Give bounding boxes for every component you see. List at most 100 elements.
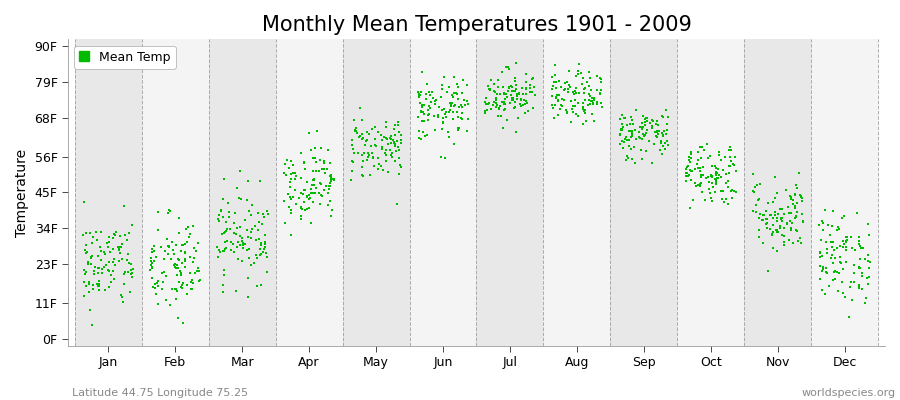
Point — [245, 202, 259, 208]
Point — [418, 91, 433, 97]
Point — [122, 289, 137, 295]
Point — [508, 86, 523, 92]
Point — [148, 290, 163, 297]
Bar — [811, 39, 878, 346]
Point — [440, 89, 454, 95]
Point — [435, 106, 449, 113]
Point — [97, 251, 112, 257]
Point — [281, 191, 295, 197]
Point — [168, 286, 183, 292]
Point — [451, 114, 465, 120]
Point — [276, 170, 291, 177]
Point — [712, 149, 726, 156]
Point — [392, 146, 406, 153]
Point — [192, 268, 206, 274]
Point — [515, 84, 529, 91]
Point — [518, 110, 532, 117]
Point — [254, 250, 268, 257]
Point — [230, 185, 244, 192]
Point — [527, 91, 542, 98]
Title: Monthly Mean Temperatures 1901 - 2009: Monthly Mean Temperatures 1901 - 2009 — [262, 15, 691, 35]
Point — [571, 100, 585, 106]
Point — [317, 187, 331, 193]
Point — [593, 75, 608, 81]
Point — [244, 229, 258, 235]
Point — [478, 98, 492, 105]
Point — [213, 206, 228, 213]
Point — [482, 86, 497, 92]
Point — [412, 94, 427, 100]
Point — [634, 146, 648, 153]
Point — [615, 121, 629, 128]
Point — [175, 282, 189, 288]
Point — [819, 239, 833, 245]
Point — [679, 173, 693, 180]
Point — [544, 74, 559, 80]
Point — [320, 166, 334, 172]
Point — [635, 113, 650, 119]
Point — [86, 285, 100, 292]
Point — [393, 164, 408, 170]
Point — [365, 154, 380, 160]
Point — [773, 216, 788, 222]
Point — [346, 150, 361, 156]
Point — [151, 278, 166, 284]
Point — [257, 239, 272, 245]
Point — [482, 87, 497, 93]
Point — [217, 266, 231, 273]
Point — [483, 106, 498, 113]
Point — [150, 283, 165, 289]
Point — [307, 181, 321, 188]
Point — [115, 241, 130, 248]
Point — [435, 126, 449, 132]
Point — [385, 137, 400, 143]
Point — [451, 96, 465, 102]
Point — [104, 249, 118, 255]
Point — [162, 243, 176, 249]
Point — [594, 87, 608, 94]
Point — [120, 237, 134, 244]
Point — [257, 232, 272, 238]
Point — [217, 176, 231, 182]
Point — [683, 158, 698, 165]
Point — [862, 259, 877, 265]
Point — [755, 216, 770, 223]
Point — [148, 254, 163, 260]
Point — [305, 181, 320, 188]
Point — [390, 200, 404, 207]
Point — [425, 89, 439, 95]
Point — [819, 246, 833, 252]
Point — [855, 273, 869, 279]
Point — [374, 163, 388, 169]
Point — [345, 158, 359, 164]
Point — [784, 196, 798, 203]
Point — [233, 223, 248, 230]
Point — [794, 194, 808, 200]
Point — [788, 215, 802, 221]
Point — [80, 249, 94, 255]
Point — [79, 242, 94, 248]
Point — [414, 88, 428, 95]
Point — [584, 110, 598, 117]
Point — [168, 265, 183, 271]
Point — [768, 212, 782, 218]
Point — [777, 210, 791, 217]
Point — [457, 97, 472, 104]
Point — [256, 246, 271, 252]
Point — [496, 84, 510, 90]
Point — [708, 188, 723, 195]
Point — [501, 64, 516, 70]
Point — [839, 234, 853, 241]
Point — [619, 157, 634, 164]
Point — [384, 152, 399, 158]
Point — [567, 103, 581, 109]
Point — [306, 177, 320, 184]
Point — [166, 262, 181, 268]
Point — [91, 253, 105, 260]
Point — [236, 240, 250, 246]
Point — [695, 143, 709, 150]
Point — [422, 102, 436, 109]
Point — [525, 88, 539, 95]
Point — [786, 197, 800, 203]
Point — [432, 104, 446, 110]
